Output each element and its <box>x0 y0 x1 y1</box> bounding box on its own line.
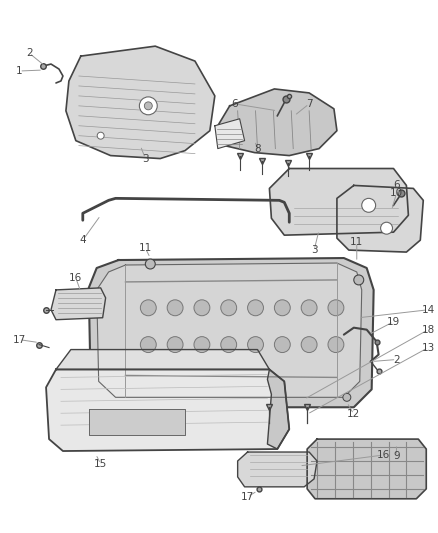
Circle shape <box>328 337 344 352</box>
Circle shape <box>221 337 237 352</box>
Polygon shape <box>89 409 185 435</box>
Polygon shape <box>56 350 269 369</box>
Circle shape <box>343 393 351 401</box>
Circle shape <box>354 275 364 285</box>
Polygon shape <box>97 263 362 397</box>
Text: 7: 7 <box>306 99 312 109</box>
Text: 2: 2 <box>26 48 32 58</box>
Text: 17: 17 <box>13 335 26 345</box>
Polygon shape <box>89 258 374 407</box>
Polygon shape <box>307 439 426 499</box>
Circle shape <box>301 337 317 352</box>
Text: 14: 14 <box>422 305 435 315</box>
Circle shape <box>247 337 264 352</box>
Circle shape <box>221 300 237 316</box>
Text: 6: 6 <box>393 181 400 190</box>
Polygon shape <box>268 369 289 449</box>
Circle shape <box>167 300 183 316</box>
Text: 13: 13 <box>422 343 435 352</box>
Text: 19: 19 <box>387 317 400 327</box>
Circle shape <box>301 300 317 316</box>
Text: 3: 3 <box>142 154 148 164</box>
Text: 12: 12 <box>347 409 360 419</box>
Circle shape <box>247 300 264 316</box>
Text: 2: 2 <box>393 354 400 365</box>
Circle shape <box>139 97 157 115</box>
Polygon shape <box>51 288 106 320</box>
Circle shape <box>362 198 376 212</box>
Text: 11: 11 <box>139 243 152 253</box>
Text: 9: 9 <box>393 451 400 461</box>
Text: 16: 16 <box>377 450 390 460</box>
Text: 6: 6 <box>231 99 238 109</box>
Text: 15: 15 <box>94 459 107 469</box>
Polygon shape <box>215 119 244 149</box>
Circle shape <box>328 300 344 316</box>
Text: 3: 3 <box>311 245 318 255</box>
Polygon shape <box>238 452 317 487</box>
Polygon shape <box>66 46 215 158</box>
Circle shape <box>145 102 152 110</box>
Circle shape <box>140 300 156 316</box>
Circle shape <box>194 300 210 316</box>
Circle shape <box>97 132 104 139</box>
Text: 1: 1 <box>16 66 23 76</box>
Circle shape <box>167 337 183 352</box>
Circle shape <box>274 337 290 352</box>
Circle shape <box>274 300 290 316</box>
Polygon shape <box>218 89 337 156</box>
Text: 11: 11 <box>350 237 364 247</box>
Text: 18: 18 <box>422 325 435 335</box>
Circle shape <box>381 222 392 234</box>
Text: 17: 17 <box>241 492 254 502</box>
Polygon shape <box>46 369 289 451</box>
Circle shape <box>145 259 155 269</box>
Text: 8: 8 <box>254 143 261 154</box>
Text: 10: 10 <box>390 188 403 198</box>
Text: 4: 4 <box>79 235 86 245</box>
Circle shape <box>194 337 210 352</box>
Polygon shape <box>269 168 408 235</box>
Circle shape <box>140 337 156 352</box>
Text: 16: 16 <box>69 273 82 283</box>
Polygon shape <box>337 185 423 252</box>
